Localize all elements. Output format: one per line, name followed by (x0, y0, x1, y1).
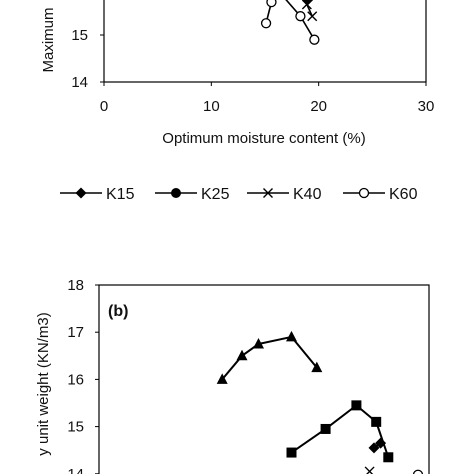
legend-item-k25: K25 (155, 186, 230, 203)
panel-b-data-point-1 (351, 400, 362, 411)
panel-b-data-point-1 (286, 447, 297, 458)
panel-b-data-point-1 (371, 416, 382, 427)
panel-a: 0 10 20 30 14 15 Maximum Optimum moisture con… (40, 0, 434, 147)
panel-b-data-point-3 (364, 466, 375, 474)
panel-b-ylabel: y unit weight (KN/m3) (35, 312, 52, 455)
panel-b-y-tick-label: 15 (67, 419, 84, 436)
legend-label-k15: K15 (106, 186, 135, 203)
data-point-k40 (301, 0, 312, 10)
panel-a-x-tick-label: 0 (100, 98, 108, 115)
legend-item-k60: K60 (343, 186, 418, 203)
panel-b-data-point-0 (286, 330, 297, 342)
legend-marker-k25 (171, 188, 181, 198)
panel-b-data-point-1 (383, 452, 394, 463)
panel-b-y-tick-label: 16 (67, 371, 84, 388)
panel-b-y-tick-label: 14 (67, 466, 84, 474)
panel-a-y-tick-label: 14 (71, 74, 88, 91)
panel-a-x-tick-label: 10 (203, 98, 220, 115)
panel-b-label: (b) (108, 303, 128, 320)
legend-item-k40: K40 (247, 186, 322, 203)
panel-a-xlabel: Optimum moisture content (%) (162, 130, 365, 147)
panel-b-data-point-0 (236, 349, 248, 361)
panel-a-ylabel: Maximum (40, 7, 57, 72)
legend: K15 K25 K40 K60 (60, 186, 418, 203)
panel-b-data-point-0 (311, 361, 323, 373)
data-point-k60 (266, 0, 277, 8)
panel-b-data-point-1 (320, 423, 331, 434)
data-point-k40 (307, 11, 318, 22)
legend-label-k25: K25 (201, 186, 230, 203)
legend-item-k15: K15 (60, 186, 135, 203)
panel-b: 14 15 16 17 18 (b) y unit weight (KN/m3) (35, 277, 430, 474)
panel-b-y-tick-label: 18 (67, 277, 84, 294)
panel-a-y-tick-label: 15 (71, 27, 88, 44)
panel-b-data-point-0 (253, 338, 264, 349)
panel-b-y-tick-label: 17 (67, 324, 84, 341)
panel-a-plot-frame (103, 0, 427, 83)
data-point-k60 (260, 18, 272, 29)
legend-marker-k15 (75, 187, 87, 199)
panel-a-x-tick-label: 20 (310, 98, 327, 115)
series-line-k60 (265, 0, 316, 41)
panel-b-data-point-2 (375, 437, 387, 449)
legend-marker-k60 (358, 187, 370, 199)
legend-marker-k40 (263, 188, 273, 198)
data-point-k60 (295, 11, 306, 22)
data-point-k60 (309, 34, 320, 45)
panel-a-x-tick-label: 30 (418, 98, 435, 115)
panel-b-series-line-0 (221, 335, 318, 381)
panel-b-data-point-0 (216, 373, 228, 384)
legend-label-k40: K40 (293, 186, 322, 203)
legend-label-k60: K60 (389, 186, 418, 203)
panel-b-plot-frame (98, 284, 430, 474)
panel-b-data-point-4 (412, 469, 424, 474)
panel-b-data-point-2 (368, 442, 380, 454)
